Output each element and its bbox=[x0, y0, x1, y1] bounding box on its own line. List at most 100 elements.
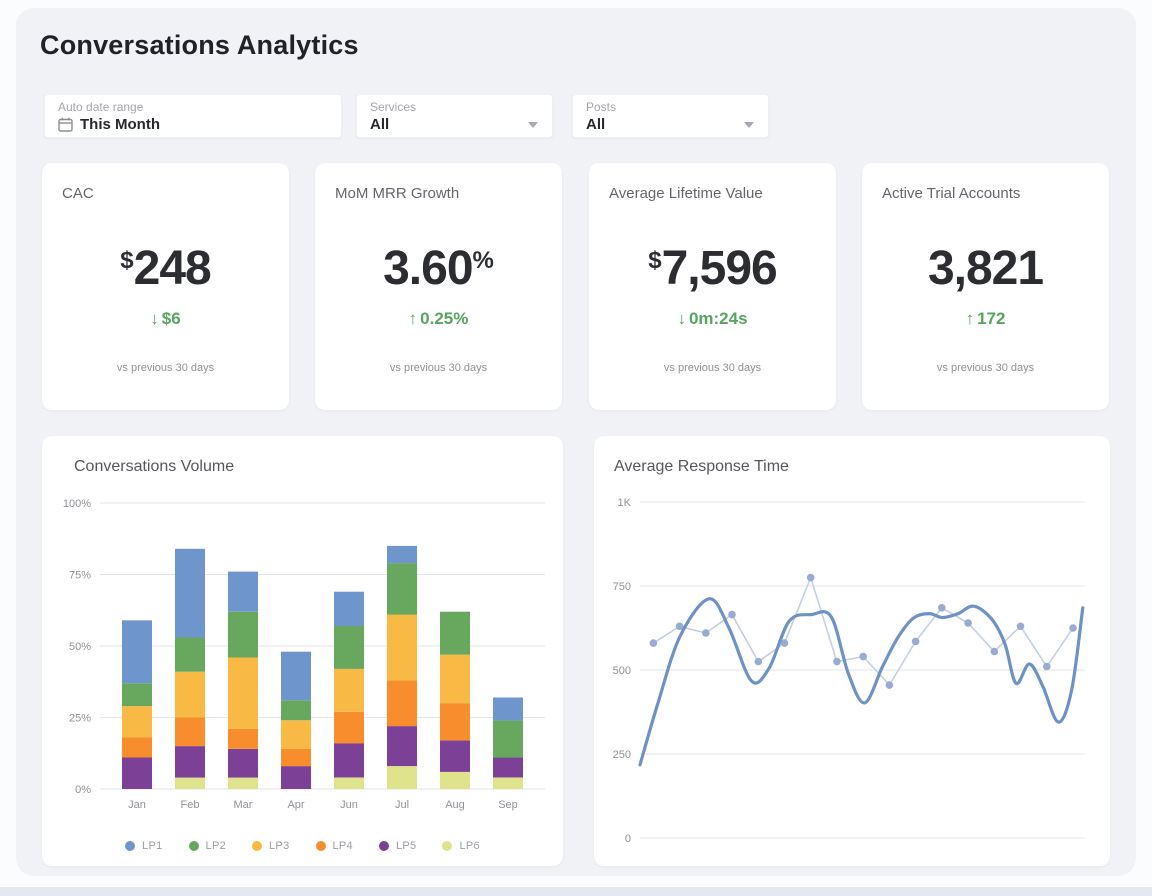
legend-dot-icon bbox=[252, 841, 263, 851]
legend-item-lp4[interactable]: LP4 bbox=[315, 840, 353, 852]
bar-segment-lp5 bbox=[228, 749, 258, 778]
delta-value: 0m:24s bbox=[688, 309, 748, 328]
kpi-value: $248 bbox=[120, 242, 211, 295]
legend-item-lp2[interactable]: LP2 bbox=[188, 840, 226, 852]
bar-segment-lp5 bbox=[334, 743, 364, 778]
kpi-card-mrr-growth: MoM MRR Growth 3.60% ↑ 0.25% vs previous … bbox=[315, 163, 562, 410]
data-point-marker bbox=[885, 681, 894, 689]
chevron-down-icon bbox=[528, 122, 538, 128]
kpi-footnote: vs previous 30 days bbox=[389, 362, 488, 374]
y-axis-tick-label: 0% bbox=[75, 784, 91, 796]
date-range-filter[interactable]: Auto date range This Month bbox=[44, 94, 342, 138]
kpi-footnote: vs previous 30 days bbox=[936, 362, 1035, 374]
chevron-down-icon bbox=[744, 122, 754, 128]
posts-label: Posts bbox=[586, 100, 617, 114]
x-axis-tick-label: Aug bbox=[445, 799, 465, 811]
posts-value: All bbox=[586, 116, 606, 133]
kpi-percent-suffix: % bbox=[472, 247, 494, 274]
data-point-marker bbox=[833, 657, 841, 666]
bar-segment-lp3 bbox=[334, 668, 364, 712]
bar-segment-lp6 bbox=[387, 766, 417, 789]
data-point-marker bbox=[990, 647, 999, 656]
legend-item-lp3[interactable]: LP3 bbox=[252, 840, 289, 852]
y-axis-tick-label: 1K bbox=[618, 497, 632, 509]
bar-segment-lp3 bbox=[440, 654, 470, 704]
bar-segment-lp6 bbox=[228, 777, 258, 789]
bar-segment-lp6 bbox=[440, 771, 470, 789]
bar-segment-lp4 bbox=[387, 680, 417, 727]
kpi-value: 3.60% bbox=[383, 242, 494, 295]
data-point-marker bbox=[1016, 622, 1025, 631]
bar-segment-lp4 bbox=[440, 703, 470, 741]
bar-segment-lp2 bbox=[228, 611, 258, 658]
data-point-marker bbox=[859, 652, 867, 661]
legend-item-lp1[interactable]: LP1 bbox=[125, 840, 162, 852]
bar-segment-lp5 bbox=[493, 757, 523, 778]
bar-segment-lp2 bbox=[175, 637, 205, 672]
kpi-card-cac: CAC $248 ↓ $6 vs previous 30 days bbox=[42, 163, 289, 410]
bar-segment-lp2 bbox=[281, 700, 311, 721]
chart-title: Average Response Time bbox=[614, 458, 789, 475]
y-axis-tick-label: 75% bbox=[69, 570, 91, 582]
kpi-footnote: vs previous 30 days bbox=[116, 362, 215, 374]
average-response-time-card: Average Response Time 0 250 500 750 1K bbox=[594, 436, 1110, 866]
kpi-card-lifetime-value: Average Lifetime Value $7,596 ↓ 0m:24s vs… bbox=[589, 163, 836, 410]
services-label: Services bbox=[370, 100, 417, 114]
kpi-title: Average Lifetime Value bbox=[609, 185, 763, 202]
bar-segment-lp5 bbox=[122, 757, 152, 789]
data-point-marker bbox=[780, 639, 789, 647]
bar-segment-lp5 bbox=[387, 726, 417, 767]
bar-segment-lp3 bbox=[228, 657, 258, 729]
line-chart-canvas: 0 250 500 750 1K bbox=[613, 497, 1085, 845]
legend-label: LP6 bbox=[459, 840, 480, 852]
delta-value: 0.25% bbox=[420, 309, 469, 328]
bar-segment-lp4 bbox=[122, 737, 152, 758]
kpi-footnote: vs previous 30 days bbox=[663, 362, 762, 374]
data-point-marker bbox=[728, 610, 736, 619]
date-range-label: Auto date range bbox=[58, 100, 144, 114]
chart-title: Conversations Volume bbox=[74, 458, 235, 475]
y-axis-tick-label: 50% bbox=[69, 641, 91, 653]
bar-segment-lp3 bbox=[122, 706, 152, 738]
legend-item-lp6[interactable]: LP6 bbox=[442, 840, 480, 852]
legend-dot-icon bbox=[188, 841, 199, 851]
kpi-title: Active Trial Accounts bbox=[882, 185, 1021, 202]
y-axis-tick-label: 100% bbox=[63, 498, 91, 510]
bar-segment-lp5 bbox=[281, 766, 311, 789]
delta-value: 172 bbox=[977, 309, 1006, 328]
posts-filter[interactable]: Posts All bbox=[572, 94, 769, 138]
kpi-delta: ↓ $6 bbox=[42, 309, 289, 329]
bar-chart-legend: LP1 LP2 LP3 LP4 LP5 LP6 bbox=[42, 840, 563, 852]
bar-segment-lp1 bbox=[228, 571, 258, 612]
bar-segment-lp6 bbox=[175, 777, 205, 789]
legend-dot-icon bbox=[378, 841, 389, 851]
delta-arrow-icon: ↓ bbox=[677, 309, 686, 328]
x-axis-tick-label: Sep bbox=[498, 799, 518, 811]
kpi-title: CAC bbox=[62, 185, 94, 202]
data-point-marker bbox=[938, 604, 946, 612]
x-axis-tick-label: Feb bbox=[181, 799, 200, 811]
bar-segment-lp2 bbox=[440, 611, 470, 655]
bar-segment-lp1 bbox=[334, 591, 364, 626]
kpi-delta: ↑ 172 bbox=[862, 309, 1109, 329]
data-point-marker bbox=[806, 573, 815, 582]
x-axis-tick-label: Apr bbox=[287, 799, 304, 811]
bar-segment-lp6 bbox=[334, 777, 364, 789]
data-point-marker bbox=[702, 629, 710, 637]
bar-segment-lp4 bbox=[228, 728, 258, 749]
bar-segment-lp1 bbox=[122, 620, 152, 684]
kpi-card-trial-accounts: Active Trial Accounts 3,821 ↑ 172 vs prev… bbox=[862, 163, 1109, 410]
x-axis-tick-label: Jun bbox=[340, 799, 358, 811]
page-title: Conversations Analytics bbox=[40, 30, 359, 60]
legend-item-lp5[interactable]: LP5 bbox=[378, 840, 417, 852]
legend-label: LP1 bbox=[142, 840, 163, 852]
legend-label: LP5 bbox=[395, 840, 417, 852]
data-point-marker bbox=[911, 637, 920, 646]
kpi-currency-prefix: $ bbox=[648, 247, 662, 274]
y-axis-tick-label: 0 bbox=[625, 833, 631, 845]
services-filter[interactable]: Services All bbox=[356, 94, 553, 138]
kpi-value: $7,596 bbox=[648, 242, 777, 295]
legend-label: LP4 bbox=[332, 840, 353, 852]
y-axis-tick-label: 750 bbox=[613, 581, 631, 593]
bar-segment-lp3 bbox=[387, 614, 417, 681]
